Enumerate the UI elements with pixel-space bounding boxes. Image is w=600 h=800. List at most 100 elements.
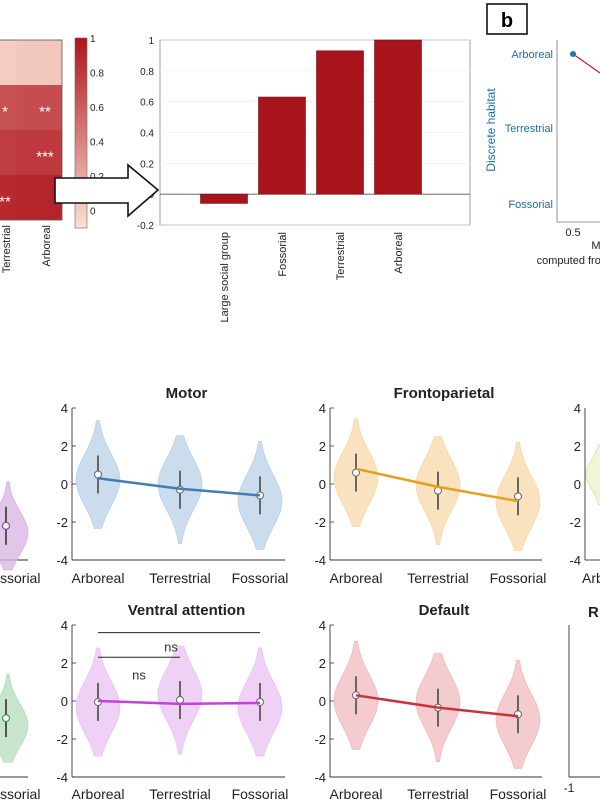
bar-ytick-label: 1 — [148, 36, 154, 47]
violin-trend-line — [97, 699, 181, 706]
heatmap-cell — [0, 175, 17, 220]
violin-ytick-label: -2 — [569, 515, 581, 530]
bar-ytick-label: 0.8 — [140, 67, 154, 78]
violin-ytick-label: 0 — [319, 694, 326, 709]
heatmap-cell — [0, 85, 17, 130]
heatmap-star-label: * — [2, 104, 8, 121]
violin-mean-point — [176, 696, 184, 705]
scatter-xlabel-line: M — [591, 240, 600, 252]
violin-trend-line — [355, 467, 439, 489]
violin-category-label: Terrestrial — [407, 786, 468, 800]
right-partial-panel: R -1 — [564, 604, 600, 795]
violin-ytick-label: -4 — [56, 770, 68, 785]
scatter-xlabel-line: computed from — [537, 255, 600, 267]
bar-category-label: Fossorial — [277, 232, 289, 277]
violin-ytick-label: -2 — [56, 732, 68, 747]
violin-ytick-label: 0 — [61, 477, 68, 492]
violin-ytick-label: 2 — [319, 439, 326, 454]
scatter-ytick-label: Fossorial — [508, 199, 553, 211]
bar-mark — [200, 193, 248, 204]
violin-category-label: Terrestrial — [149, 786, 210, 800]
scatter-fit-line — [572, 53, 600, 74]
violin-category-label: Fossorial — [232, 786, 289, 800]
heatmap-cell — [0, 40, 17, 85]
panel-b-label-box: b — [486, 3, 528, 35]
violin-trend-line — [179, 701, 261, 706]
violin-category-label: Arboreal — [72, 570, 125, 586]
violin-trend-line — [437, 485, 519, 503]
scatter-xtick-label: 0.5 — [565, 227, 580, 239]
violin-category-label: Fossorial — [232, 570, 289, 586]
violin-shape — [0, 673, 29, 763]
violin-shape — [0, 481, 29, 571]
significance-label: ns — [132, 667, 146, 682]
violin-category-label: Fossorial — [490, 786, 547, 800]
violin-xtick-label: -1 — [564, 781, 575, 795]
bar-category-label: Terrestrial — [335, 232, 347, 280]
violin-trend-line — [355, 694, 439, 709]
violin-ytick-label: 0 — [319, 477, 326, 492]
heatmap-cell — [17, 85, 62, 130]
violin-ytick-label: 2 — [61, 439, 68, 454]
bar-category-label: Large social group — [219, 232, 231, 323]
violin-ytick-label: -4 — [314, 553, 326, 568]
colorbar-tick-label: 0.4 — [90, 138, 104, 149]
scatter-ytick-label: Arboreal — [511, 49, 553, 61]
violin-category-label: Terrestrial — [407, 570, 468, 586]
violin-shape — [585, 444, 600, 505]
violin-ytick-label: -4 — [569, 553, 581, 568]
heatmap-star-label: ** — [0, 194, 11, 211]
right-arrow-shape — [54, 163, 160, 218]
left-partial-panel: ssorial — [0, 673, 40, 800]
violin-ytick-label: 2 — [319, 656, 326, 671]
heatmap-col-label: Terrestrial — [1, 225, 13, 273]
violin-panel: 4 2 0 -2 -4 Motor Arboreal Terrestrial Fossorial — [56, 385, 288, 586]
violin-ytick-label: -2 — [314, 732, 326, 747]
violin-category-label: Fossorial — [490, 570, 547, 586]
violin-ytick-label: 2 — [574, 439, 581, 454]
violin-mean-point — [1, 521, 11, 530]
colorbar-tick-label: 1 — [90, 34, 96, 45]
habitat-scatter-panel: Arboreal Terrestrial Fossorial Discrete hab… — [484, 40, 600, 267]
violin-panel-title: Ventral attention — [128, 602, 246, 619]
violin-category-label: Arboreal — [72, 786, 125, 800]
violin-category-label: ssorial — [0, 786, 40, 800]
heatmap-border — [0, 39, 63, 221]
violin-ytick-label: -2 — [56, 515, 68, 530]
violin-ytick-label: 4 — [61, 618, 68, 633]
panel-b-label: b — [501, 10, 513, 32]
violin-panel-title: R — [588, 604, 599, 621]
violin-ytick-label: -2 — [314, 515, 326, 530]
colorbar-tick-label: 0.8 — [90, 69, 104, 80]
bar-mark — [258, 96, 306, 195]
colorbar-tick-label: 0.6 — [90, 103, 104, 114]
heatmap-cell — [17, 40, 62, 85]
violin-category-label: Arboreal — [330, 786, 383, 800]
bar-ytick-label: 0.6 — [140, 98, 154, 109]
left-partial-panel: ssorial — [0, 481, 40, 586]
violin-mean-point — [514, 492, 522, 501]
violin-trend-line — [437, 706, 519, 718]
violin-panel-title: Motor — [166, 385, 208, 402]
violin-category-label: Terrestrial — [149, 570, 210, 586]
colorbar-tick-label: 0 — [90, 207, 96, 218]
violin-ytick-label: 0 — [61, 694, 68, 709]
bar-ytick-label: 0.2 — [140, 159, 154, 170]
violin-ytick-label: 0 — [574, 477, 581, 492]
violin-mean-point — [94, 470, 102, 479]
bar-category-label: Arboreal — [393, 232, 405, 274]
violin-category-label: Arboreal — [330, 570, 383, 586]
violin-panel: 4 2 0 -2 -4 Frontoparietal Arboreal Terrestrial… — [314, 385, 546, 586]
violin-ytick-label: 4 — [574, 401, 581, 416]
heatmap-star-label: *** — [36, 149, 54, 166]
bar-ytick-label: -0.2 — [137, 221, 155, 232]
violin-panel: 4 2 0 -2 -4 Default Arboreal Terrestrial Fossori… — [314, 602, 546, 800]
heatmap-cell — [0, 130, 17, 175]
violin-category-label: Arb — [582, 570, 600, 586]
violin-ytick-label: 4 — [319, 618, 326, 633]
bar-mark — [316, 50, 364, 195]
violin-panel-title: Default — [419, 602, 470, 619]
